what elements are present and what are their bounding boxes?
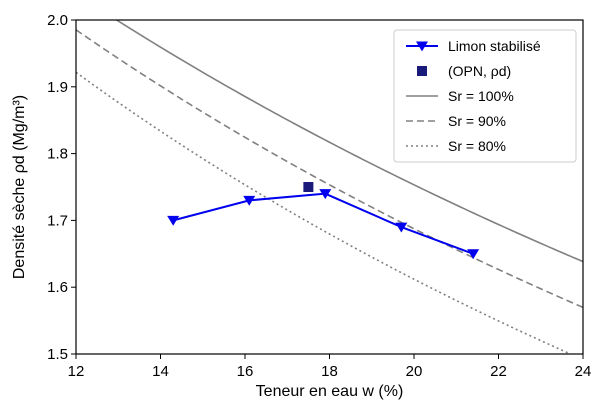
y-tick-label: 1.8 — [47, 146, 68, 163]
data-point — [395, 222, 408, 233]
curve-sr-90- — [76, 29, 583, 309]
data-point — [467, 249, 480, 260]
legend-label: Sr = 100% — [448, 88, 514, 104]
legend-entry: Sr = 100% — [406, 88, 514, 104]
curve-sr-100- — [115, 20, 583, 263]
y-tick-label: 1.6 — [47, 279, 68, 296]
x-tick-label: 22 — [490, 363, 507, 380]
y-tick-label: 1.7 — [47, 212, 68, 229]
y-axis-label: Densité sèche ρd (Mg/m³) — [11, 95, 28, 279]
y-tick-label: 2.0 — [47, 12, 68, 29]
y-tick-label: 1.9 — [47, 79, 68, 96]
x-axis-label: Teneur en eau w (%) — [256, 383, 404, 400]
data-series — [167, 182, 480, 260]
data-point — [243, 195, 256, 206]
legend-label: Limon stabilisé — [448, 38, 541, 54]
legend-box — [393, 29, 577, 163]
x-tick-label: 12 — [68, 363, 85, 380]
curve-sr-80- — [76, 71, 573, 354]
legend-entry: Sr = 90% — [406, 113, 506, 129]
legend-entry: Limon stabilisé — [406, 38, 541, 54]
legend-marker — [416, 41, 428, 52]
data-point — [167, 215, 180, 226]
y-axis: 1.5 1.6 1.7 1.8 1.9 2.0 — [47, 12, 76, 363]
data-point — [319, 189, 332, 200]
opn-point — [303, 182, 314, 192]
x-tick-label: 18 — [321, 363, 338, 380]
x-tick-label: 24 — [575, 363, 592, 380]
y-tick-label: 1.5 — [47, 346, 68, 363]
legend-label: (OPN, ρd) — [448, 63, 511, 79]
legend-marker — [417, 66, 427, 76]
legend-label: Sr = 90% — [448, 113, 506, 129]
x-tick-label: 20 — [406, 363, 423, 380]
x-tick-label: 14 — [152, 363, 169, 380]
series-line — [172, 192, 474, 255]
legend-entry: (OPN, ρd) — [417, 63, 511, 79]
legend: Limon stabilisé (OPN, ρd) Sr = 100% Sr = 90… — [393, 29, 577, 163]
saturation-curves — [76, 20, 583, 354]
legend-entry: Sr = 80% — [406, 138, 506, 154]
legend-label: Sr = 80% — [448, 138, 506, 154]
x-axis: 12 14 16 18 20 22 24 — [68, 354, 592, 380]
x-tick-label: 16 — [237, 363, 254, 380]
